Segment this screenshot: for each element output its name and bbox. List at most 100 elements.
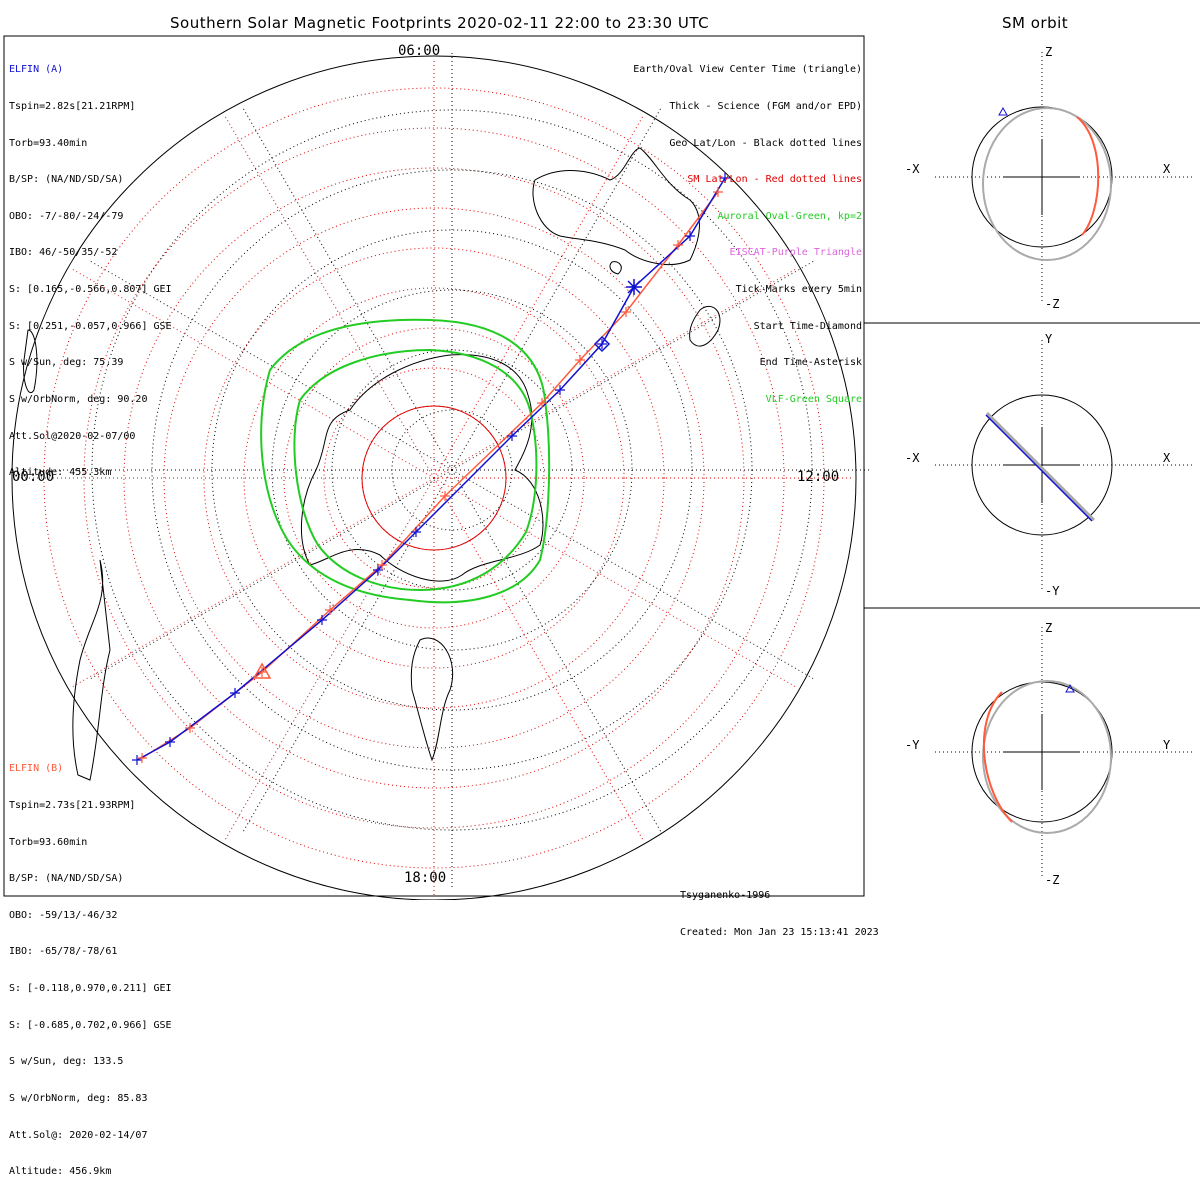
sm-lon-line — [433, 268, 797, 479]
elfin-b-line: B/SP: (NA/ND/SD/SA) — [9, 873, 124, 885]
orbit-a-path — [982, 680, 1112, 834]
elfin-b-tick — [325, 605, 335, 615]
elfin-b-line: Att.Sol@: 2020-02-14/07 — [9, 1129, 148, 1141]
orbit-b-path — [982, 691, 1013, 823]
elfin-b-tick — [185, 723, 195, 733]
elfin-b-tick — [673, 240, 683, 250]
elfin-a-line: Tspin=2.82s[21.21RPM] — [9, 101, 136, 113]
model-label: Tsyganenko-1996 — [680, 890, 771, 902]
geo-lon-line — [241, 469, 453, 834]
elfin-a-start-diamond — [593, 335, 611, 353]
orbit-title: SM orbit — [1002, 14, 1069, 32]
geo-lon-line — [451, 469, 816, 681]
elfin-b-line: S w/Sun, deg: 133.5 — [9, 1056, 124, 1068]
orbit-panel — [935, 52, 1195, 302]
australia-coast — [532, 147, 700, 266]
auroral-oval-outer — [260, 318, 551, 604]
elfin-a-end-asterisk — [626, 279, 642, 295]
orbit-earth-circle — [971, 394, 1113, 536]
footer: Tsyganenko-1996 Created: Mon Jan 23 15:1… — [680, 866, 879, 951]
elfin-a-line: Altitude: 455.3km — [9, 467, 112, 479]
madagascar-coast — [23, 329, 38, 393]
new-zealand-coast — [689, 305, 721, 347]
elfin-a-tick — [597, 339, 607, 349]
orbit1-bottom-label: -Z — [1045, 297, 1060, 311]
elfin-a-tick — [720, 173, 730, 183]
elfin-b-tick — [537, 398, 547, 408]
orbit1-top-label: Z — [1045, 45, 1053, 59]
sm-lat-circle — [243, 287, 625, 669]
elfin-b-line: OBO: -59/13/-46/32 — [9, 909, 118, 921]
sm-lon-line — [224, 115, 435, 479]
created-label: Created: Mon Jan 23 15:13:41 2023 — [680, 927, 879, 939]
orbit-a-path — [985, 411, 1096, 522]
elfin-b-line: Tspin=2.73s[21.93RPM] — [9, 800, 136, 812]
legend-item: EISCAT-Purple Triangle — [729, 247, 862, 259]
orbit1-right-label: X — [1163, 162, 1171, 176]
elfin-b-line: S: [-0.118,0.970,0.211] GEI — [9, 983, 172, 995]
sm-grid — [16, 60, 852, 896]
elfin-b-tick — [257, 667, 267, 677]
orbit-panels — [935, 52, 1195, 877]
elfin-a-line: S: [0.165,-0.566,0.807] GEI — [9, 284, 172, 296]
orbit2-left-label: -X — [905, 451, 920, 465]
elfin-a-line: S w/OrbNorm, deg: 90.20 — [9, 393, 148, 405]
orbit2-top-label: Y — [1045, 332, 1053, 346]
orbit-panel — [935, 627, 1195, 877]
sm-lat-circle — [163, 207, 705, 749]
tasmania-coast — [609, 261, 622, 275]
elfin-a-tick — [165, 737, 175, 747]
orbit3-right-label: Y — [1163, 738, 1171, 752]
view-center-triangle — [252, 662, 272, 679]
orbit-earth-circle — [971, 106, 1113, 248]
elfin-b-line: Torb=93.60min — [9, 836, 88, 848]
sm-lon-line — [433, 477, 797, 688]
legend-item: SM Lat/Lon - Red dotted lines — [687, 174, 862, 186]
orbit-triangle — [1065, 683, 1075, 693]
elfin-a-line: Att.Sol@2020-02-07/00 — [9, 430, 136, 442]
elfin-b-line: S w/OrbNorm, deg: 85.83 — [9, 1092, 148, 1104]
orbit-b-path — [985, 414, 1093, 522]
sm-lat-circle — [123, 167, 745, 789]
africa-coast — [72, 559, 111, 781]
elfin-a-line: B/SP: (NA/ND/SD/SA) — [9, 174, 124, 186]
elfin-b-tick — [377, 560, 387, 570]
elfin-a-line: S w/Sun, deg: 75.39 — [9, 357, 124, 369]
orbit-a-path — [982, 107, 1112, 261]
orbit1-left-label: -X — [905, 162, 920, 176]
geo-lon-line — [451, 469, 663, 834]
geo-grid — [32, 50, 872, 890]
elfin-a-line: S: [0.251,-0.057,0.966] GSE — [9, 320, 172, 332]
elfin-b-tick — [575, 355, 585, 365]
south-america-coast — [410, 637, 454, 762]
elfin-b-tick — [713, 187, 723, 197]
elfin-a-tick — [373, 565, 383, 575]
elfin-a-tick — [411, 527, 421, 537]
main-title: Southern Solar Magnetic Footprints 2020-… — [170, 14, 710, 32]
elfin-a-line: OBO: -7/-80/-24/-79 — [9, 210, 124, 222]
elfin-b-tick — [137, 753, 147, 763]
antarctica-coast — [301, 354, 544, 582]
orbit3-bottom-label: -Z — [1045, 873, 1060, 887]
legend-item: Auroral Oval-Green, kp=2 — [717, 210, 863, 222]
mlt-label-18: 18:00 — [404, 870, 447, 886]
orbit3-top-label: Z — [1045, 621, 1053, 635]
elfin-a-info: ELFIN (A) Tspin=2.82s[21.21RPM] Torb=93.… — [9, 40, 172, 492]
sm-lon-line — [71, 477, 435, 688]
footprint-map — [3, 35, 1200, 900]
sm-lon-line — [433, 477, 644, 841]
sm-lon-line — [224, 477, 435, 841]
sm-lat-circle — [323, 367, 545, 589]
legend-item: Geo Lat/Lon - Black dotted lines — [669, 137, 862, 149]
mlt-label-00: 00:00 — [12, 469, 55, 485]
mlt-label-06: 06:00 — [398, 43, 441, 59]
elfin-a-tick — [685, 231, 695, 241]
elfin-a-tick — [317, 615, 327, 625]
elfin-b-info: ELFIN (B) Tspin=2.73s[21.93RPM] Torb=93.… — [9, 739, 172, 1191]
elfin-b-line: S: [-0.685,0.702,0.966] GSE — [9, 1019, 172, 1031]
legend-item: Start Time-Diamond — [753, 320, 862, 332]
coastlines — [23, 147, 721, 781]
elfin-a-tick — [555, 385, 565, 395]
elfin-a-line: IBO: 46/-50/35/-52 — [9, 247, 118, 259]
elfin-b-line: IBO: -65/78/-78/61 — [9, 946, 118, 958]
